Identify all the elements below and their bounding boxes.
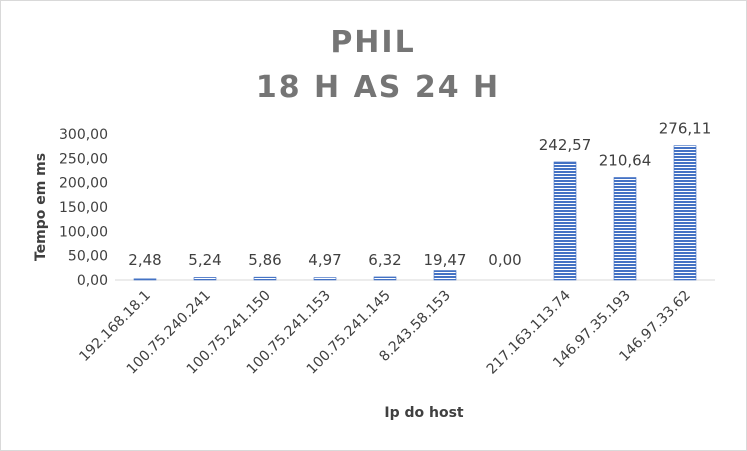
y-tick-label: 250,00 bbox=[59, 151, 108, 167]
data-label: 4,97 bbox=[308, 251, 341, 269]
y-axis-ticks: 0,00 50,00 100,00 150,00 200,00 250,00 300,00 bbox=[59, 127, 108, 289]
data-label: 19,47 bbox=[424, 251, 467, 269]
y-tick-label: 50,00 bbox=[68, 249, 108, 265]
data-label: 2,48 bbox=[128, 251, 161, 269]
y-tick-label: 200,00 bbox=[59, 176, 108, 192]
bar bbox=[373, 276, 397, 281]
y-axis-title: Tempo em ms bbox=[33, 153, 49, 261]
bar bbox=[313, 277, 337, 281]
data-label: 242,57 bbox=[539, 136, 592, 154]
y-tick-label: 100,00 bbox=[59, 224, 108, 240]
chart-title-line-2: 18 H AS 24 H bbox=[256, 70, 500, 105]
data-label: 276,11 bbox=[659, 120, 712, 138]
data-labels: 2,48 5,24 5,86 4,97 6,32 19,47 0,00 242,57 210,6… bbox=[128, 120, 711, 269]
bar bbox=[433, 270, 457, 281]
chart-title-line-1: PHIL bbox=[330, 25, 415, 60]
data-label: 5,86 bbox=[248, 251, 281, 269]
y-tick-label: 0,00 bbox=[77, 273, 108, 289]
bar bbox=[193, 277, 217, 281]
bar bbox=[673, 145, 697, 281]
x-axis-title: Ip do host bbox=[384, 405, 464, 421]
data-label: 6,32 bbox=[368, 251, 401, 269]
data-label: 0,00 bbox=[488, 251, 521, 269]
y-tick-label: 150,00 bbox=[59, 200, 108, 216]
bar bbox=[253, 276, 277, 281]
bar bbox=[553, 161, 577, 281]
bars bbox=[133, 145, 697, 281]
bar bbox=[613, 177, 637, 281]
bar bbox=[133, 278, 157, 281]
data-label: 5,24 bbox=[188, 251, 221, 269]
y-tick-label: 300,00 bbox=[59, 127, 108, 143]
data-label: 210,64 bbox=[599, 151, 652, 169]
x-axis-ticks: 192.168.18.1100.75.240.241100.75.241.150… bbox=[76, 287, 693, 377]
